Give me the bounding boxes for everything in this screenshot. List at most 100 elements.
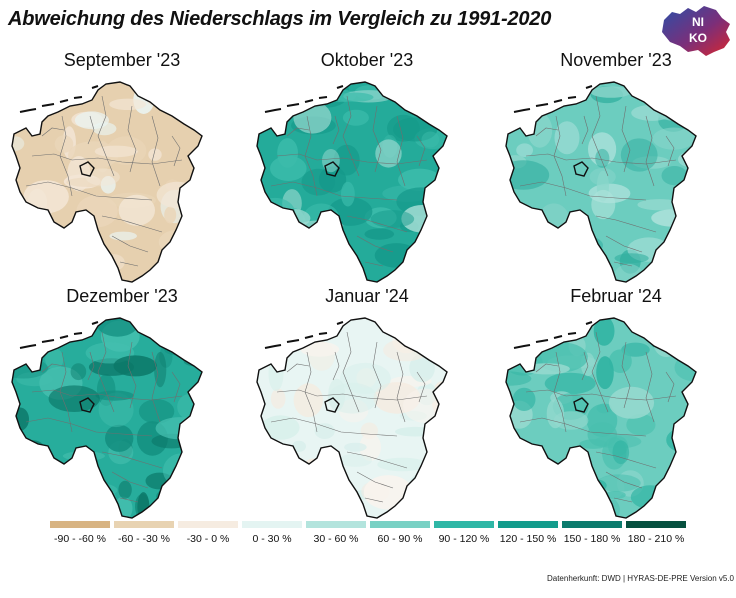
district-border bbox=[25, 181, 153, 201]
precip-patch bbox=[148, 148, 162, 161]
precip-patch bbox=[596, 356, 614, 390]
precip-patch bbox=[92, 122, 117, 136]
precip-map-december-2023 bbox=[11, 317, 203, 519]
precip-patch bbox=[413, 475, 447, 499]
district-border bbox=[364, 261, 384, 267]
district-border bbox=[111, 471, 149, 489]
precip-patch bbox=[377, 457, 428, 472]
precip-patch bbox=[506, 371, 532, 386]
precip-patch bbox=[47, 243, 86, 268]
island-coast bbox=[264, 321, 344, 349]
precip-patch bbox=[171, 463, 202, 481]
precip-patch bbox=[652, 127, 695, 150]
district-border bbox=[101, 451, 163, 469]
district-border bbox=[665, 371, 675, 403]
precip-patch bbox=[669, 82, 696, 119]
precip-patch bbox=[12, 221, 50, 236]
precip-patch bbox=[421, 131, 440, 148]
district-border bbox=[605, 471, 643, 489]
precip-patch bbox=[270, 388, 286, 409]
district-border bbox=[270, 417, 398, 437]
precip-patch bbox=[375, 139, 402, 168]
district-border bbox=[595, 215, 657, 233]
map-panel-february-2024: Februar '24 bbox=[496, 286, 736, 526]
precip-patch bbox=[651, 209, 696, 227]
precip-patch bbox=[162, 453, 202, 488]
legend-swatch bbox=[562, 521, 622, 528]
district-border bbox=[97, 331, 115, 413]
precip-patch bbox=[668, 496, 696, 511]
legend-item: 120 - 150 % bbox=[496, 521, 560, 551]
district-border bbox=[119, 497, 139, 503]
map-panel-october-2023: Oktober '23 bbox=[247, 50, 487, 290]
precip-patch bbox=[328, 378, 346, 412]
district-border bbox=[346, 215, 408, 233]
precip-patch bbox=[319, 474, 339, 489]
legend-item: 30 - 60 % bbox=[304, 521, 368, 551]
precip-patch bbox=[403, 388, 447, 423]
precip-patch bbox=[48, 385, 100, 412]
precip-map-january-2024 bbox=[256, 317, 448, 519]
precip-patch bbox=[260, 241, 302, 252]
district-border bbox=[101, 215, 163, 233]
precip-patch bbox=[69, 262, 85, 282]
panel-title: Dezember '23 bbox=[66, 286, 178, 306]
legend-label: -60 - -30 % bbox=[118, 533, 170, 545]
district-border bbox=[151, 351, 161, 423]
precip-patch bbox=[593, 318, 615, 346]
precip-patch bbox=[293, 101, 332, 134]
district-border bbox=[286, 127, 310, 137]
district-border bbox=[519, 417, 647, 437]
precip-patch bbox=[595, 148, 610, 168]
precip-patch bbox=[61, 502, 81, 518]
district-border bbox=[342, 331, 360, 413]
precip-patch bbox=[30, 460, 46, 495]
precip-patch bbox=[98, 392, 134, 428]
district-border bbox=[87, 115, 95, 145]
precip-patch bbox=[257, 214, 297, 233]
precip-patch bbox=[620, 138, 658, 172]
bremen-border bbox=[573, 161, 589, 177]
district-border bbox=[270, 181, 398, 201]
precip-patch bbox=[524, 264, 554, 276]
district-border bbox=[111, 235, 149, 253]
precip-patch bbox=[12, 251, 34, 282]
district-border bbox=[396, 351, 406, 423]
precip-patch bbox=[85, 168, 120, 186]
precip-patch bbox=[109, 98, 147, 110]
district-border bbox=[621, 105, 631, 173]
precip-patch bbox=[314, 423, 335, 439]
precip-patch bbox=[666, 84, 680, 98]
precip-patch bbox=[678, 150, 696, 168]
legend-swatch bbox=[498, 521, 558, 528]
precip-patch bbox=[612, 440, 630, 465]
precip-patch bbox=[359, 433, 381, 462]
precip-patch bbox=[12, 318, 37, 326]
legend-item: 90 - 120 % bbox=[432, 521, 496, 551]
district-border bbox=[581, 115, 589, 145]
precip-patch bbox=[283, 87, 308, 106]
district-border bbox=[332, 115, 340, 145]
precip-patch bbox=[334, 92, 374, 102]
district-border bbox=[286, 363, 310, 373]
precip-patch bbox=[294, 257, 326, 275]
precip-patch bbox=[28, 252, 79, 270]
precip-patch bbox=[431, 490, 447, 506]
district-border bbox=[171, 135, 181, 167]
legend-label: 0 - 30 % bbox=[252, 533, 292, 545]
precip-patch bbox=[522, 82, 565, 98]
precip-patch bbox=[118, 480, 132, 499]
legend-swatch bbox=[50, 521, 110, 528]
map-base-fill bbox=[257, 82, 447, 282]
precip-map-november-2023 bbox=[505, 81, 697, 283]
legend-item: 150 - 180 % bbox=[560, 521, 624, 551]
district-border bbox=[276, 389, 428, 401]
district-border bbox=[591, 331, 609, 413]
precip-patch bbox=[95, 318, 140, 337]
precip-patch bbox=[538, 203, 570, 237]
legend-label: 90 - 120 % bbox=[438, 533, 490, 545]
precip-patch bbox=[596, 474, 641, 492]
precip-patch bbox=[156, 181, 199, 209]
svg-text:KO: KO bbox=[689, 31, 707, 45]
legend-swatch bbox=[114, 521, 174, 528]
